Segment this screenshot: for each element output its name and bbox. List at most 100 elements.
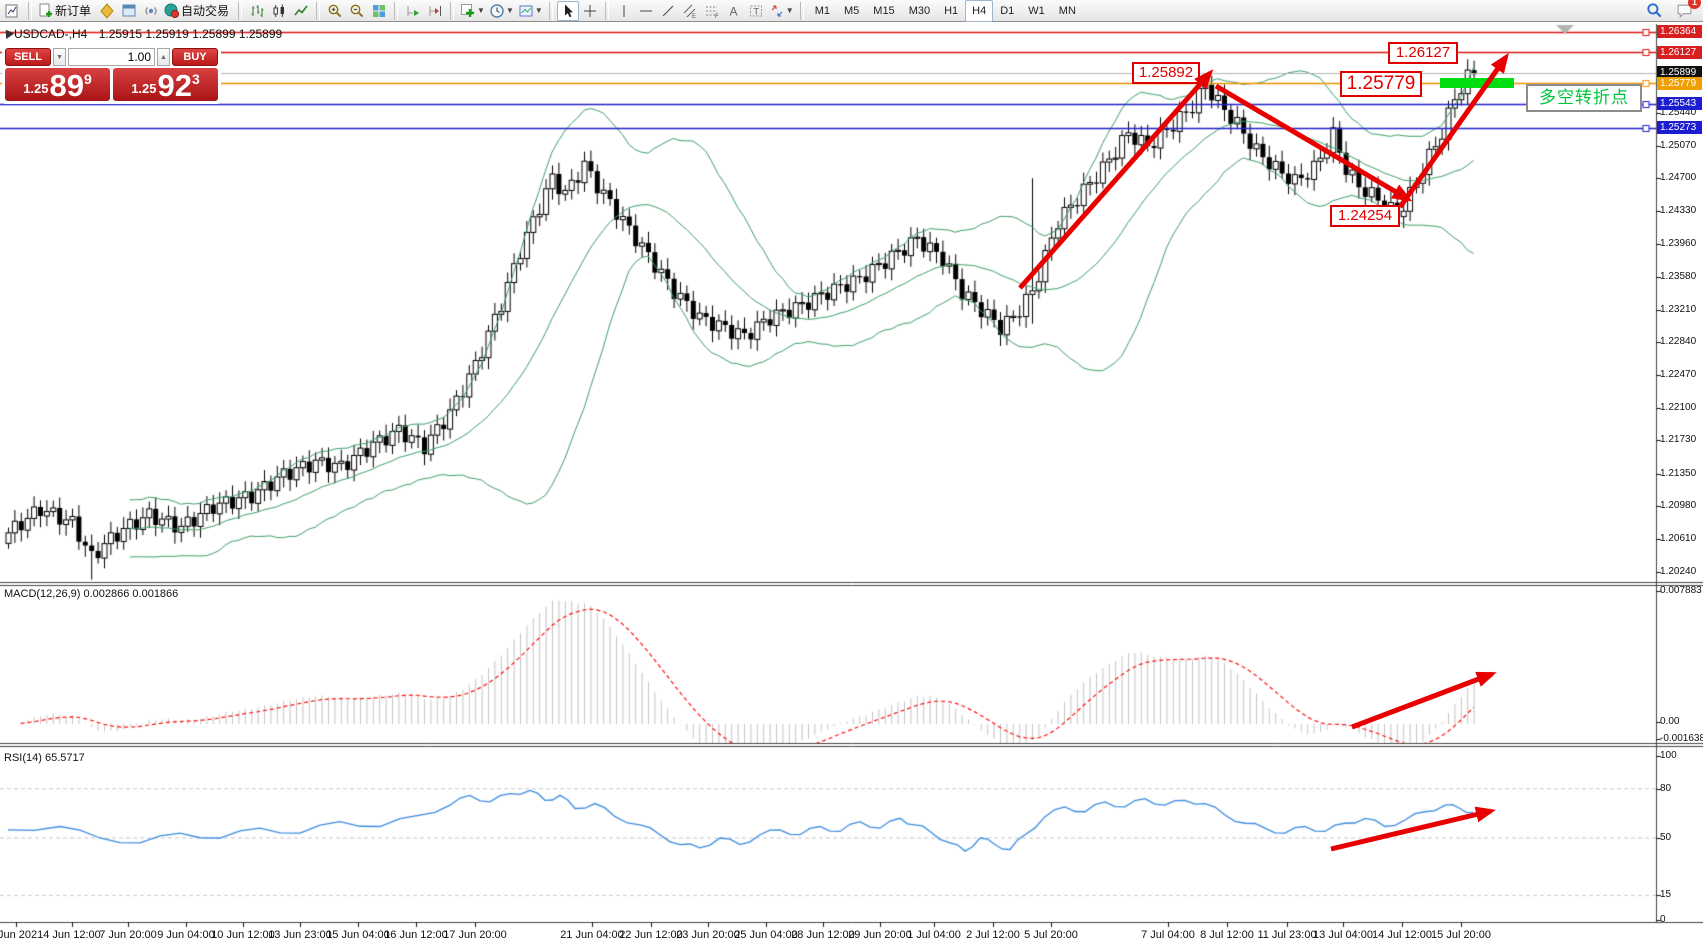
price-tick-label: 1.25070 [1660, 139, 1697, 151]
indicators-button[interactable]: ▼ [458, 1, 487, 21]
trendline-button[interactable] [657, 1, 679, 21]
notification-badge: 1 [1688, 0, 1701, 9]
date-label: 16 Jun 12:00 [384, 929, 448, 941]
clock-icon [490, 3, 504, 18]
date-label: 7 Jul 04:00 [1141, 929, 1195, 941]
auto-scroll-icon [407, 5, 420, 16]
turning-point-label[interactable]: 多空转折点 [1526, 84, 1642, 112]
symbol-title: USDCAD-,H4 [14, 27, 88, 41]
horizontal-line-icon [639, 10, 652, 11]
zoom-out-button[interactable] [346, 1, 368, 21]
zoom-in-icon [328, 4, 342, 17]
separator [548, 1, 553, 20]
autotrade-button[interactable]: 自动交易 [162, 1, 234, 21]
buy-button[interactable]: BUY [172, 48, 218, 66]
sell-price-big: 89 [49, 68, 84, 103]
search-button[interactable] [1643, 1, 1665, 21]
price-label-peak[interactable]: 1.25892 [1132, 62, 1200, 84]
zoom-in-button[interactable] [324, 1, 346, 21]
new-order-button[interactable]: 新订单 [36, 1, 96, 21]
text-label-button[interactable]: T [745, 1, 767, 21]
profile-button[interactable] [2, 1, 24, 21]
date-label: 10 Jun 12:00 [211, 929, 275, 941]
timeframe-h4[interactable]: H4 [965, 0, 994, 22]
chart-shift-icon [429, 5, 442, 16]
sell-button[interactable]: SELL [5, 48, 51, 66]
timeframe-mn[interactable]: MN [1058, 4, 1076, 17]
price-badge: 1.25899 [1657, 66, 1702, 80]
periods-button[interactable]: ▼ [487, 1, 516, 21]
date-label: 3 Jun 2021 [0, 929, 44, 941]
text-icon: A [729, 4, 737, 18]
template-icon [519, 5, 533, 16]
date-label: 7 Jun 20:00 [99, 929, 157, 941]
templates-button[interactable]: ▼ [516, 1, 545, 21]
cursor-button[interactable] [556, 0, 579, 21]
timeframe-m30[interactable]: M30 [908, 4, 931, 17]
timeframe-w1[interactable]: W1 [1028, 4, 1045, 17]
one-click-trading-panel: SELL ▼ ▲ BUY 1.25 89 9 1.25 92 3 [2, 45, 221, 104]
timeframe-m1[interactable]: M1 [814, 4, 830, 17]
dropdown-caret-icon: ▼ [534, 6, 543, 15]
price-tick-label: 1.24700 [1660, 172, 1697, 184]
fibonacci-button[interactable]: F [701, 1, 723, 21]
arrows-tool-icon [771, 5, 783, 16]
timeframe-h1[interactable]: H1 [944, 4, 959, 17]
chart-shift-button[interactable] [424, 1, 446, 21]
bar-chart-button[interactable] [246, 1, 268, 21]
candlestick-icon [273, 4, 285, 17]
svg-text:E: E [692, 14, 696, 19]
tile-windows-icon [373, 4, 386, 17]
date-label: 15 Jul 20:00 [1431, 929, 1491, 941]
timeframe-m15[interactable]: M15 [873, 4, 895, 17]
notifications-button[interactable]: 1 [1673, 0, 1701, 21]
buy-price-box[interactable]: 1.25 92 3 [113, 68, 218, 101]
navigator-button[interactable] [140, 1, 162, 21]
sell-price-box[interactable]: 1.25 89 9 [5, 68, 110, 101]
timeframe-d1[interactable]: D1 [1000, 4, 1015, 17]
volume-down-button[interactable]: ▼ [53, 48, 66, 66]
volume-input[interactable] [68, 48, 155, 66]
price-badge: 1.25543 [1657, 97, 1702, 111]
arrows-tool-button[interactable]: ▼ [767, 1, 796, 21]
data-window-button[interactable] [118, 1, 140, 21]
separator [394, 1, 399, 20]
profile-icon [5, 4, 18, 17]
line-chart-icon [294, 5, 308, 15]
price-tick-label: 1.20240 [1660, 565, 1697, 577]
price-label-trough[interactable]: 1.24254 [1330, 205, 1400, 227]
volume-up-button[interactable]: ▲ [157, 48, 170, 66]
market-watch-button[interactable] [96, 1, 118, 21]
rsi-scale-label: 100 [1660, 750, 1677, 761]
chart-header: USDCAD-,H4 1.25915 1.25919 1.25899 1.258… [14, 27, 282, 41]
buy-price-big: 92 [157, 68, 192, 103]
new-order-icon [39, 3, 52, 17]
auto-scroll-button[interactable] [402, 1, 424, 21]
date-label: 15 Jun 04:00 [326, 929, 390, 941]
horizontal-line-button[interactable] [635, 1, 657, 21]
green-highlight-bar[interactable] [1440, 78, 1514, 88]
channel-icon: E [683, 4, 696, 19]
text-button[interactable]: A [723, 1, 745, 21]
timeframe-m5[interactable]: M5 [844, 4, 860, 17]
channel-button[interactable]: E [679, 1, 701, 21]
date-label: 14 Jul 12:00 [1372, 929, 1432, 941]
trade-panel-price-row: 1.25 89 9 1.25 92 3 [5, 68, 218, 101]
ohlc-values: 1.25915 1.25919 1.25899 1.25899 [98, 27, 283, 41]
date-label: 23 Jun 20:00 [676, 929, 740, 941]
price-label-upper[interactable]: 1.26127 [1388, 42, 1458, 64]
macd-scale-label: 0.00 [1660, 716, 1680, 727]
tile-windows-button[interactable] [368, 1, 390, 21]
price-label-entry[interactable]: 1.25779 [1340, 71, 1422, 97]
vertical-line-button[interactable] [613, 1, 635, 21]
candlestick-button[interactable] [268, 1, 290, 21]
price-tick-label: 1.23960 [1660, 237, 1697, 249]
navigator-icon [145, 6, 157, 15]
rsi-scale-label: 80 [1660, 782, 1672, 794]
crosshair-button[interactable] [579, 1, 601, 21]
fibonacci-icon: F [705, 6, 719, 19]
line-chart-button[interactable] [290, 1, 312, 21]
date-label: 17 Jun 20:00 [443, 929, 507, 941]
macd-label: MACD(12,26,9) 0.002866 0.001866 [4, 588, 179, 600]
